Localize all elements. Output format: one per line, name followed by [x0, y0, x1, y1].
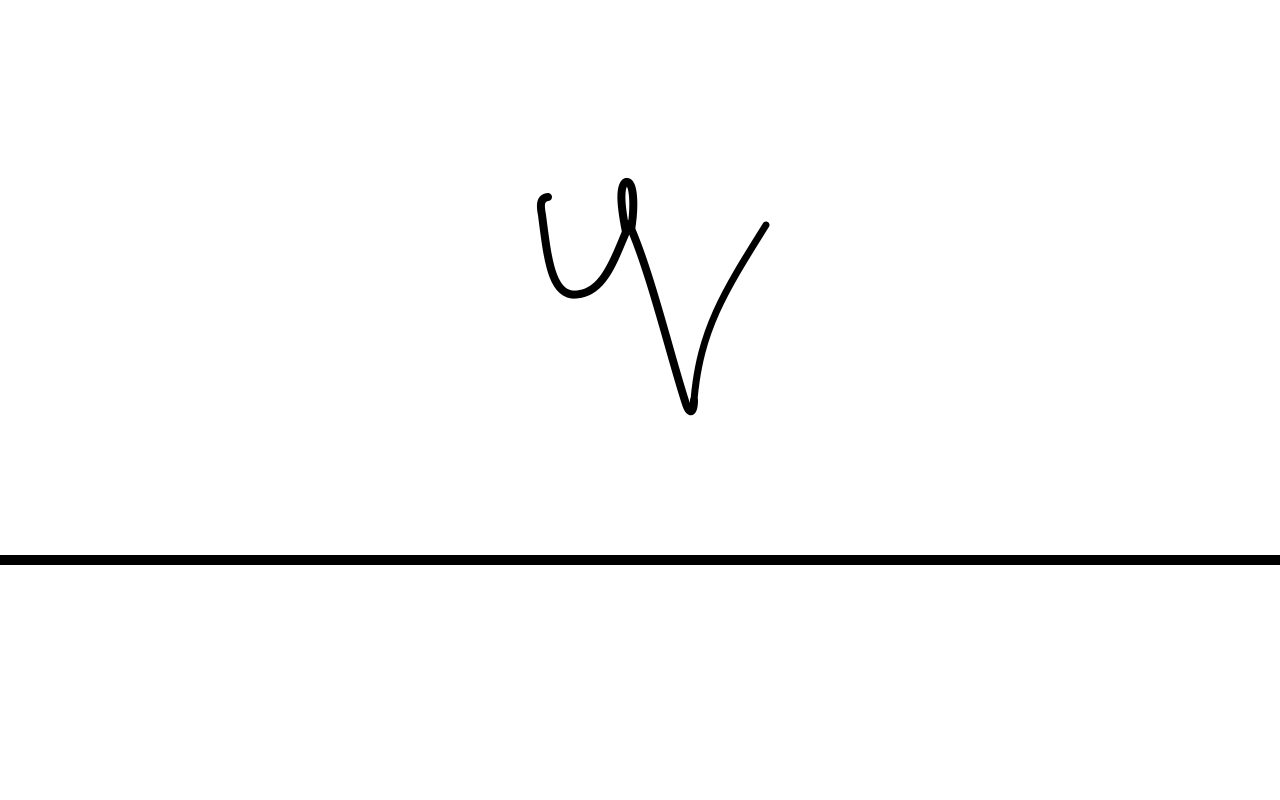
- handwritten-signature-icon: [536, 178, 770, 416]
- signature-stroke-top-loop: [617, 178, 638, 236]
- signature-stroke-right-arm: [690, 221, 770, 404]
- signature-stroke-down: [625, 220, 698, 416]
- signature-stroke-left-hook: [536, 193, 630, 299]
- signature-baseline: [0, 555, 1280, 565]
